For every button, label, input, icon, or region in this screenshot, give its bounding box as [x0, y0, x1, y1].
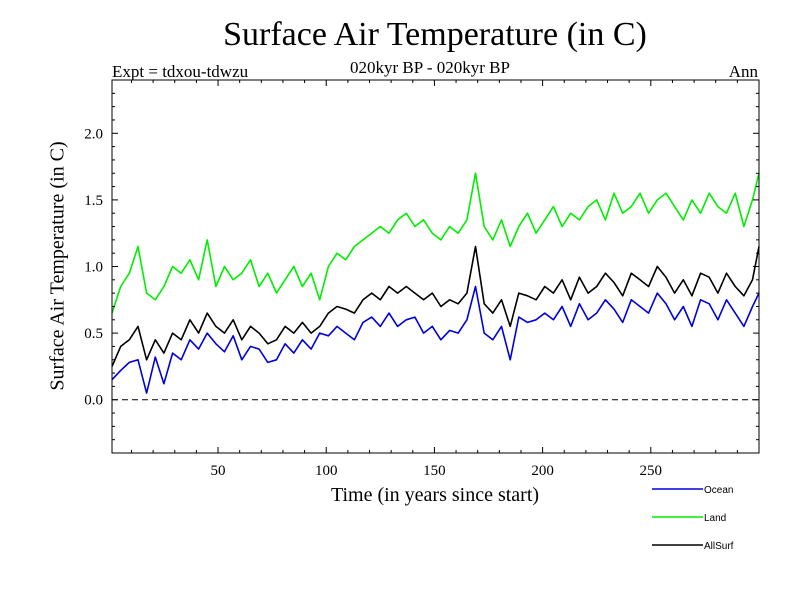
y-tick-label: 0.0: [84, 393, 103, 409]
period-label: 020kyr BP - 020kyr BP: [350, 58, 510, 77]
y-tick-label: 1.0: [84, 260, 103, 276]
series-line-ocean: [111, 285, 760, 394]
x-tick-label: 50: [211, 463, 226, 479]
x-tick-label: 250: [640, 463, 663, 479]
y-tick-label: 0.5: [84, 326, 103, 342]
experiment-label: Expt = tdxou-tdwzu: [112, 62, 249, 81]
x-axis-label: Time (in years since start): [330, 484, 540, 506]
series-line-allsurf: [111, 245, 760, 367]
axis-layer: 50 100 150 200 250 0.0 0.5 1.0 1.5 2.0: [84, 79, 760, 479]
legend-label-land: Land: [704, 513, 726, 524]
y-tick-label: 1.5: [84, 193, 103, 209]
x-tick-label: 100: [315, 463, 338, 479]
series-layer: [111, 172, 760, 394]
series-line-land: [111, 172, 760, 314]
legend-label-allsurf: AllSurf: [704, 541, 734, 552]
plot-frame: [111, 79, 760, 454]
chart-title: Surface Air Temperature (in C): [223, 16, 647, 53]
y-tick-label: 2.0: [84, 126, 103, 142]
legend: Ocean Land AllSurf: [652, 485, 734, 552]
season-label: Ann: [728, 62, 758, 81]
x-tick-label: 150: [423, 463, 446, 479]
x-tick-label: 200: [531, 463, 554, 479]
legend-label-ocean: Ocean: [704, 485, 733, 496]
